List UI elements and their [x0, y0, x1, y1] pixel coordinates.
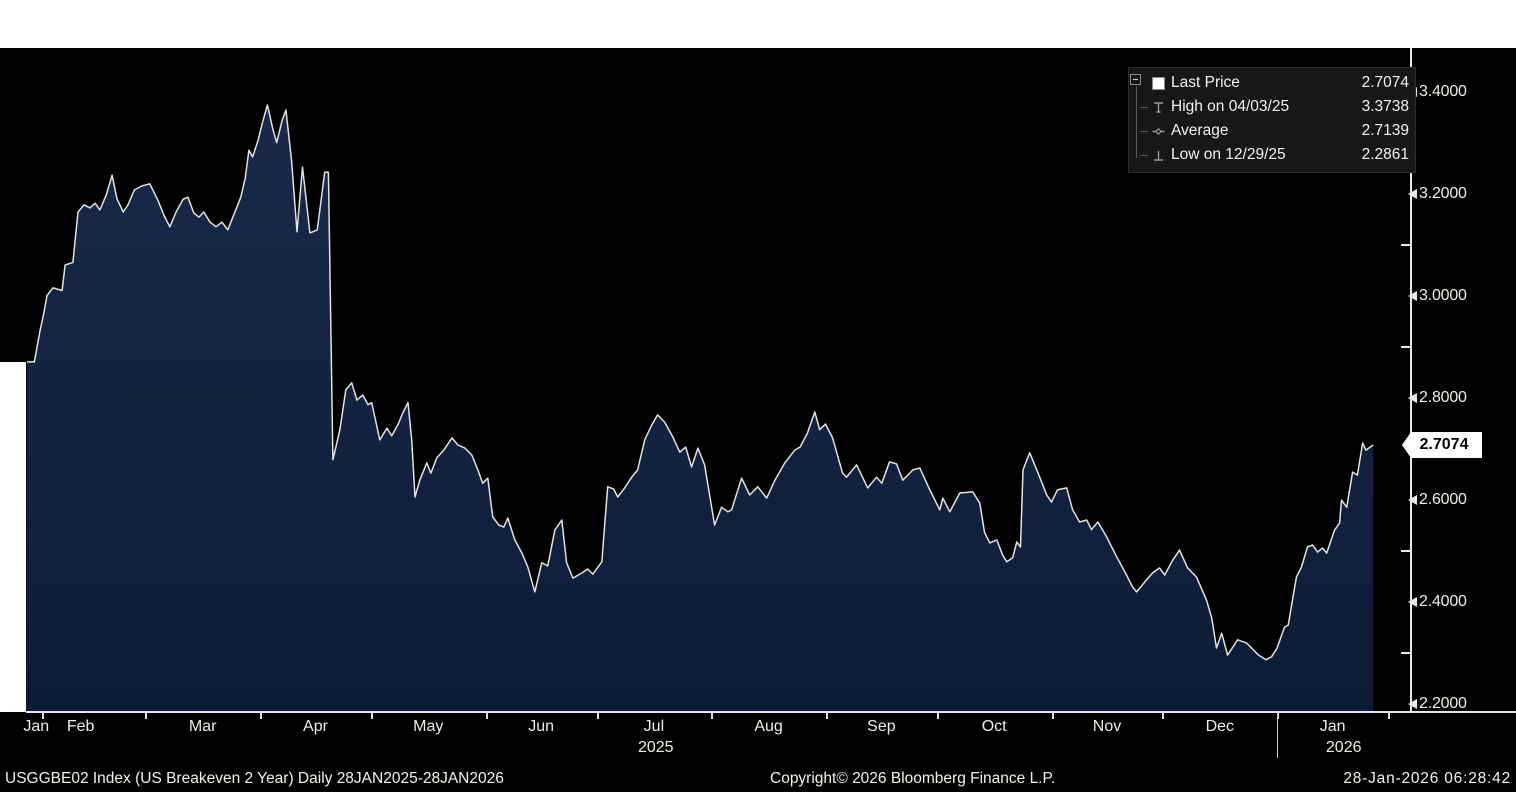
x-axis-tick	[145, 712, 148, 719]
x-axis-tick	[596, 712, 599, 719]
last-price-flag: 2.7074	[1402, 431, 1482, 458]
chart-description: USGGBE02 Index (US Breakeven 2 Year) Dai…	[5, 770, 504, 787]
y-axis-tick-label: 2.8000	[1408, 387, 1467, 409]
x-axis-tick	[1388, 712, 1391, 719]
legend-row-last-price[interactable]: Last Price 2.7074	[1133, 71, 1409, 95]
legend-tree-line	[1136, 86, 1137, 158]
x-axis-month-label: Feb	[66, 718, 95, 735]
legend-row-average[interactable]: Average 2.7139	[1133, 119, 1409, 143]
legend-row-low[interactable]: Low on 12/29/25 2.2861	[1133, 143, 1409, 167]
y-axis-minor-tick	[1401, 345, 1411, 348]
x-axis-month-label: Jun	[528, 718, 554, 735]
timestamp: 28-Jan-2026 06:28:42	[1343, 770, 1511, 787]
tick-arrow-icon	[1408, 698, 1417, 709]
tick-arrow-icon	[1408, 290, 1417, 301]
x-axis-tick	[1277, 712, 1280, 719]
legend-label: Last Price	[1171, 74, 1240, 91]
price-area-chart[interactable]	[0, 48, 1516, 713]
legend-collapse-icon[interactable]	[1130, 74, 1141, 85]
chart-legend[interactable]: Last Price 2.7074 High on 04/03/25 3.373…	[1128, 67, 1416, 173]
year-separator-line	[1277, 712, 1279, 758]
legend-value: 2.7074	[1361, 74, 1409, 91]
x-axis-month-label: Sep	[867, 718, 896, 735]
x-axis-tick	[936, 712, 939, 719]
x-axis-tick	[41, 712, 44, 719]
x-axis-tick	[485, 712, 488, 719]
legend-label: Average	[1171, 122, 1229, 139]
x-axis-year-label: 2026	[1325, 739, 1362, 756]
x-axis-month-label: Jul	[643, 718, 665, 735]
area-fill	[26, 105, 1374, 712]
flag-notch-icon	[1402, 431, 1411, 458]
status-bar: USGGBE02 Index (US Breakeven 2 Year) Dai…	[0, 765, 1516, 792]
x-axis-month-label: Oct	[981, 718, 1007, 735]
x-axis-month-label: Apr	[303, 718, 328, 735]
y-axis-tick-label: 3.0000	[1408, 285, 1467, 307]
left-margin-gap	[0, 362, 26, 712]
x-axis-year-label: 2025	[637, 739, 674, 756]
x-axis-month-label: Nov	[1092, 718, 1122, 735]
legend-row-high[interactable]: High on 04/03/25 3.3738	[1133, 95, 1409, 119]
y-axis-tick-label: 2.6000	[1408, 489, 1467, 511]
y-axis-tick-label: 3.2000	[1408, 183, 1467, 205]
legend-label: High on 04/03/25	[1171, 98, 1290, 115]
x-axis-tick	[711, 712, 714, 719]
y-axis-minor-tick	[1401, 549, 1411, 552]
legend-value: 3.3738	[1361, 98, 1409, 115]
y-axis-minor-tick	[1401, 243, 1411, 246]
tick-arrow-icon	[1408, 188, 1417, 199]
x-axis-month-label: Dec	[1205, 718, 1235, 735]
y-axis-line	[1410, 48, 1412, 713]
x-axis-month-label: Aug	[754, 718, 783, 735]
x-axis-tick	[1051, 712, 1054, 719]
y-axis-minor-tick	[1401, 651, 1411, 654]
tick-arrow-icon	[1408, 392, 1417, 403]
x-axis-tick	[370, 712, 373, 719]
white-square-swatch-icon	[1149, 71, 1167, 95]
x-axis-month-label: Mar	[188, 718, 217, 735]
tick-arrow-icon	[1408, 494, 1417, 505]
average-marker-icon	[1149, 119, 1167, 143]
copyright-text: Copyright© 2026 Bloomberg Finance L.P.	[770, 770, 1056, 787]
x-axis-tick	[1162, 712, 1165, 719]
last-price-value: 2.7074	[1411, 431, 1482, 458]
y-axis-tick-label: 3.4000	[1408, 81, 1467, 103]
bloomberg-chart-window: 3.4000 3.2000 3.0000 2.8000 2.6000 2.4000 2.20…	[0, 48, 1516, 792]
tick-arrow-icon	[1408, 596, 1417, 607]
x-axis-month-label: May	[413, 718, 444, 735]
x-axis-month-label: Jan	[1319, 718, 1346, 735]
high-marker-icon	[1149, 95, 1167, 119]
price-line	[27, 104, 1374, 661]
x-axis-month-label: Jan	[23, 718, 50, 735]
legend-label: Low on 12/29/25	[1171, 146, 1286, 163]
x-axis-line	[26, 711, 1516, 713]
low-marker-icon	[1149, 143, 1167, 167]
x-axis-tick	[825, 712, 828, 719]
x-axis-tick	[260, 712, 262, 719]
y-axis-tick-label: 2.4000	[1408, 591, 1467, 613]
y-axis-tick-label: 2.2000	[1408, 693, 1467, 715]
legend-value: 2.2861	[1361, 146, 1409, 163]
legend-value: 2.7139	[1361, 122, 1409, 139]
